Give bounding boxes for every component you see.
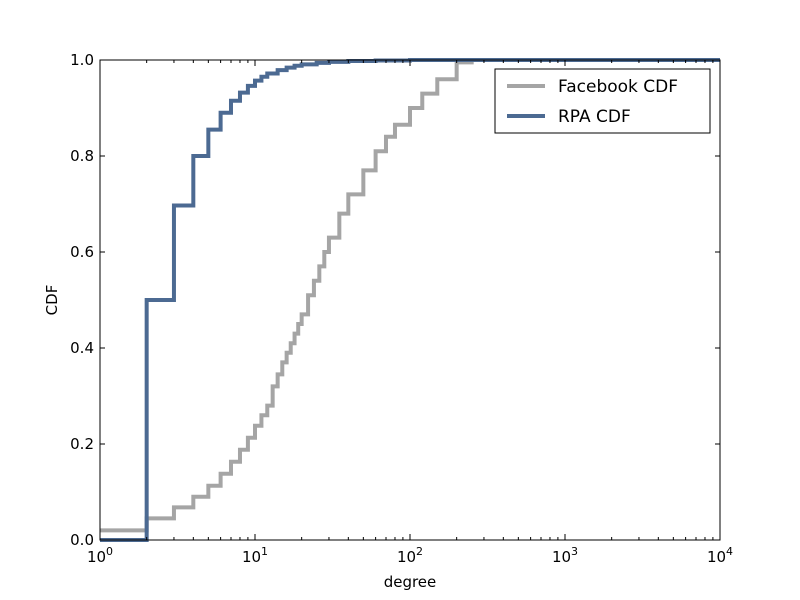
legend: Facebook CDF RPA CDF bbox=[494, 68, 711, 134]
y-tick-label: 1.0 bbox=[70, 51, 94, 69]
x-axis-label: degree bbox=[384, 573, 437, 591]
x-tick-label: 101 bbox=[242, 545, 268, 566]
x-tick-label: 103 bbox=[552, 545, 578, 566]
x-tick-label: 104 bbox=[707, 545, 733, 566]
x-tick-label: 100 bbox=[87, 545, 113, 566]
y-tick-label: 0.8 bbox=[70, 147, 94, 165]
plot-series-layer bbox=[100, 58, 720, 542]
x-axis: 100 101 102 103 104 bbox=[87, 60, 733, 566]
legend-box bbox=[494, 68, 711, 134]
x-tick-label: 102 bbox=[397, 545, 423, 566]
y-axis-label: CDF bbox=[43, 285, 61, 316]
y-tick-label: 0.4 bbox=[70, 339, 94, 357]
y-tick-label: 0.2 bbox=[70, 435, 94, 453]
y-tick-label: 0.6 bbox=[70, 243, 94, 261]
series-line-facebook-cdf bbox=[100, 58, 720, 533]
series-line-rpa-cdf bbox=[100, 58, 720, 542]
y-axis: 0.0 0.2 0.4 0.6 0.8 1.0 bbox=[70, 51, 720, 549]
legend-label-facebook: Facebook CDF bbox=[558, 77, 678, 97]
legend-label-rpa: RPA CDF bbox=[558, 107, 631, 127]
y-tick-label: 0.0 bbox=[70, 531, 94, 549]
